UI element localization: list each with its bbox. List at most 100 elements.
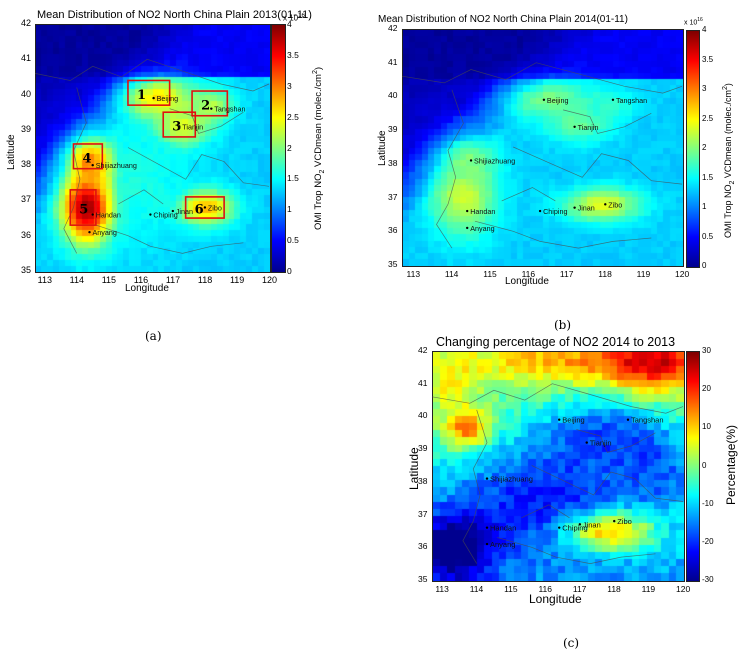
boundary-line [63, 87, 87, 254]
x-tick-label: 113 [406, 269, 421, 279]
city-marker [152, 96, 155, 100]
y-tick-label: 39 [21, 123, 32, 134]
city-label: Zibo [208, 203, 222, 212]
x-tick-label: 120 [676, 584, 691, 594]
y-tick-label: 38 [388, 157, 398, 168]
map-overlay: 1 2 3 4 5 6 Beijing Tangshan Tianjin Shijiazhuang… [34, 58, 270, 254]
city-marker [573, 206, 576, 209]
city-label: Tangshan [631, 416, 664, 425]
colorbar-tick-label: -20 [702, 536, 714, 546]
city-label: Shijiazhuang [96, 161, 137, 170]
colorbar-tick-label: 2.5 [287, 111, 299, 122]
colorbar-label: Percentage(%) [724, 424, 738, 505]
city-label: Jinan [176, 207, 193, 216]
city-marker [466, 209, 469, 213]
region-box [127, 79, 171, 106]
colorbar-label: OMI Trop NO2 VCDmean (molec./cm2) [722, 83, 736, 238]
y-axis-label: Latitude [407, 447, 421, 490]
city-label: Anyang [92, 228, 116, 237]
boundary-line [95, 224, 244, 254]
city-label: Tangshan [214, 105, 245, 114]
city-label: Tianjin [182, 122, 203, 131]
city-label: Zibo [608, 200, 622, 209]
region-label: 3 [172, 120, 181, 135]
region-label: 5 [79, 202, 88, 217]
city-marker [485, 477, 489, 480]
x-tick-label: 119 [636, 269, 651, 279]
map-overlay: Beijing Tangshan Tianjin Shijiazhuang Handan… [401, 62, 683, 249]
x-tick-label: 116 [538, 584, 553, 594]
boundary-line [127, 147, 270, 187]
y-tick-label: 39 [388, 124, 398, 135]
x-axis-label: Longitude [125, 283, 169, 294]
x-tick-label: 117 [572, 584, 587, 594]
city-marker [210, 107, 213, 110]
boundary-line [34, 58, 270, 92]
chart-title: Mean Distribution of NO2 North China Pla… [378, 14, 628, 25]
colorbar-tick-label: 3.5 [702, 54, 714, 64]
x-axis-label: Longitude [529, 592, 582, 606]
x-tick-label: 117 [559, 269, 574, 279]
x-tick-label: 118 [197, 275, 213, 285]
city-marker [573, 125, 576, 128]
colorbar-tick-label: -30 [702, 575, 714, 584]
map-overlay: Beijing Tangshan Tianjin Shijiazhuang Handan… [431, 383, 684, 564]
boundary-line [576, 429, 656, 453]
city-label: Anyang [470, 224, 494, 233]
city-marker [558, 526, 561, 529]
y-tick-label: 41 [418, 377, 428, 388]
colorbar [271, 24, 286, 273]
colorbar-tick-label: -10 [702, 498, 714, 508]
city-marker [469, 159, 473, 162]
x-tick-label: 118 [598, 269, 612, 279]
city-marker [578, 523, 582, 526]
colorbar [686, 351, 700, 582]
city-marker [466, 226, 469, 230]
x-tick-label: 115 [504, 584, 518, 594]
colorbar-tick-label: 0 [702, 261, 707, 270]
y-tick-label: 38 [418, 475, 428, 486]
city-label: Handan [490, 524, 516, 533]
x-tick-label: 114 [69, 275, 85, 285]
region-label: 6 [195, 202, 204, 217]
y-tick-label: 40 [21, 88, 32, 99]
city-label: Anyang [490, 540, 515, 549]
y-axis-label: Latitude [6, 134, 17, 170]
x-tick-label: 120 [675, 269, 690, 279]
colorbar-tick-label: 4 [287, 19, 292, 29]
city-marker [611, 98, 615, 102]
city-marker [88, 230, 91, 234]
y-tick-label: 37 [418, 508, 428, 519]
region-box [184, 196, 225, 219]
colorbar-label: OMI Trop NO2 VCDmean (molec./cm2) [312, 66, 327, 230]
x-axis-label: Longitude [505, 276, 549, 287]
x-tick-label: 119 [229, 275, 245, 285]
city-label: Shijiazhuang [490, 475, 533, 484]
caption-a: (a) [145, 329, 162, 343]
y-axis-label: Latitude [377, 130, 388, 166]
city-label: Handan [96, 211, 121, 220]
y-tick-label: 38 [21, 159, 32, 170]
boundary-line [118, 189, 164, 205]
x-tick-label: 113 [37, 275, 52, 285]
colorbar-exponent: x 1016 [283, 13, 305, 23]
colorbar [686, 30, 700, 268]
city-marker [485, 526, 489, 529]
city-marker [542, 98, 546, 102]
y-tick-label: 42 [21, 18, 32, 28]
colorbar-tick-label: 10 [702, 422, 711, 432]
colorbar-tick-label: 4 [702, 25, 707, 34]
city-label: Tangshan [616, 96, 647, 105]
y-tick-label: 35 [21, 265, 32, 275]
region-label: 4 [82, 151, 91, 166]
city-marker [91, 163, 94, 167]
city-marker [171, 209, 175, 213]
boundary-line [462, 409, 488, 564]
y-tick-label: 36 [388, 225, 398, 236]
city-label: Shijiazhuang [474, 156, 515, 165]
city-label: Handan [470, 207, 495, 216]
y-tick-label: 40 [388, 90, 398, 101]
city-label: Chiping [543, 207, 567, 216]
region-box [162, 111, 197, 138]
colorbar-tick-label: 0.5 [287, 235, 299, 246]
